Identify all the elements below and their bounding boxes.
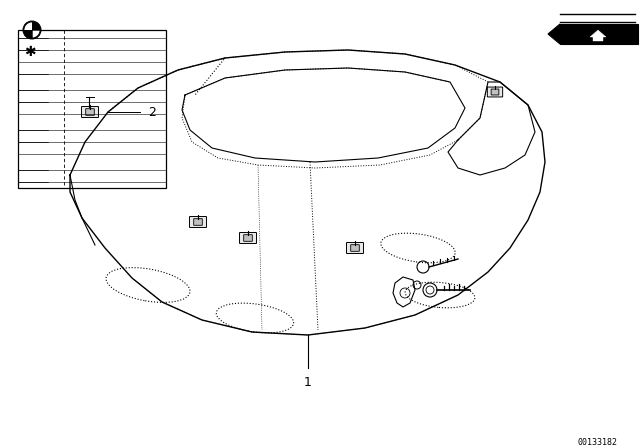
- Wedge shape: [32, 30, 40, 38]
- FancyBboxPatch shape: [487, 87, 502, 97]
- Polygon shape: [590, 30, 606, 41]
- FancyBboxPatch shape: [491, 89, 499, 95]
- FancyBboxPatch shape: [189, 216, 207, 228]
- Bar: [18, 30, 166, 188]
- FancyBboxPatch shape: [244, 235, 252, 241]
- Text: 1: 1: [304, 375, 312, 388]
- Text: 00133182: 00133182: [577, 438, 617, 447]
- FancyBboxPatch shape: [346, 242, 364, 254]
- Wedge shape: [24, 22, 32, 30]
- Bar: [560, 24, 638, 44]
- FancyBboxPatch shape: [239, 233, 257, 244]
- Polygon shape: [548, 24, 560, 44]
- FancyBboxPatch shape: [86, 109, 94, 115]
- FancyBboxPatch shape: [351, 245, 359, 251]
- FancyBboxPatch shape: [81, 107, 99, 117]
- FancyBboxPatch shape: [194, 219, 202, 225]
- Circle shape: [23, 21, 41, 39]
- Text: 2: 2: [148, 105, 156, 119]
- Text: ✱: ✱: [24, 45, 36, 59]
